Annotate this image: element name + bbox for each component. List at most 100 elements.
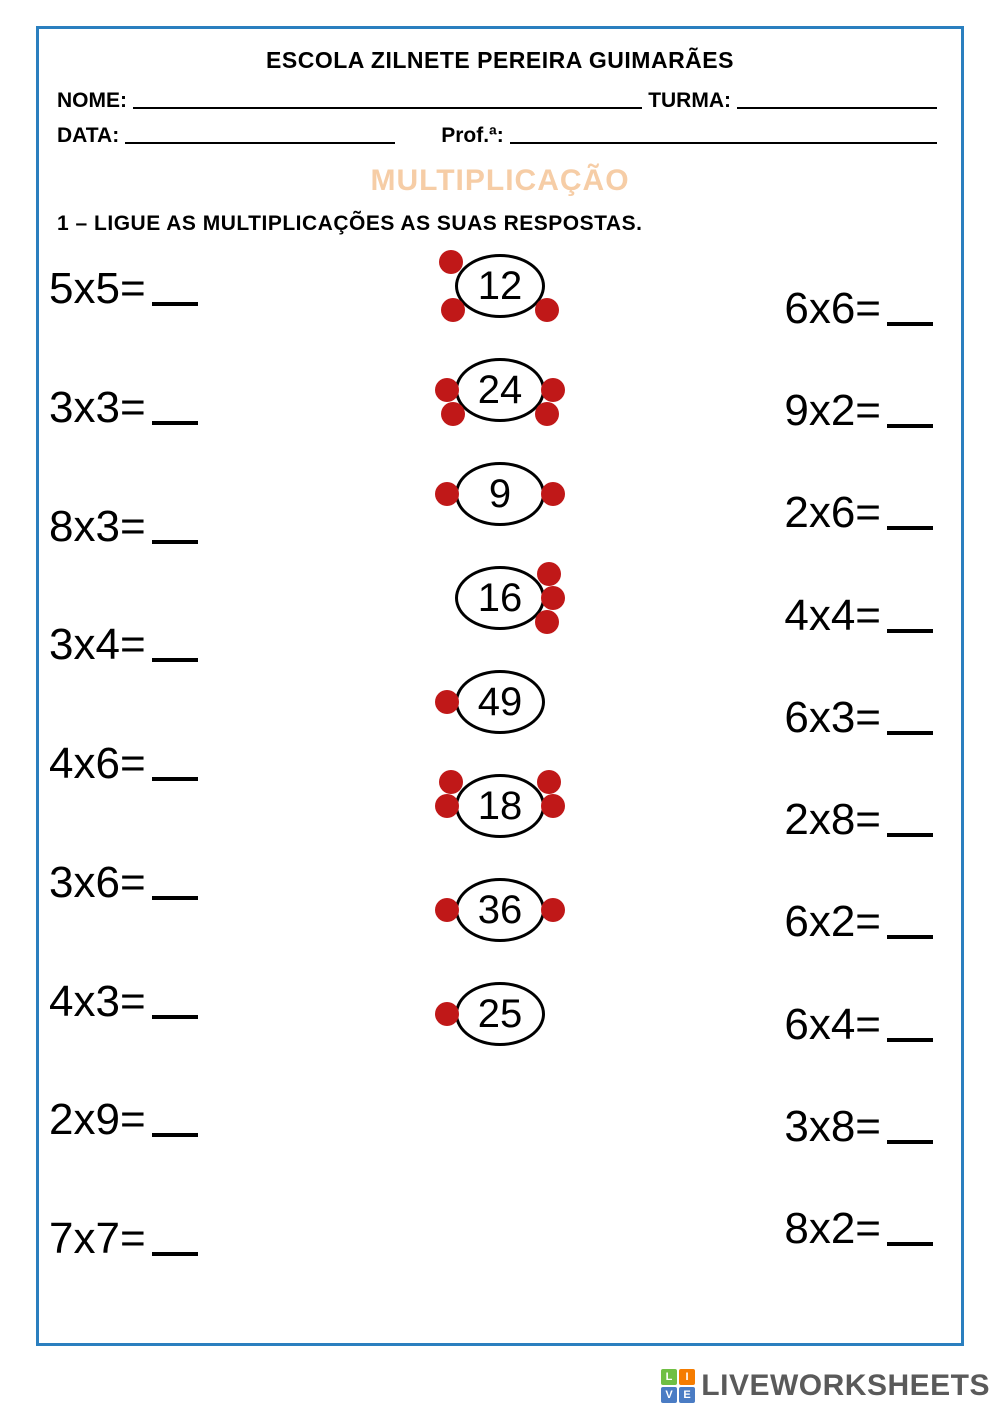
connector-dot[interactable]	[441, 298, 465, 322]
connector-dot[interactable]	[537, 562, 561, 586]
equation[interactable]: 2x6=	[784, 488, 933, 538]
equation[interactable]: 4x4=	[784, 591, 933, 641]
equation[interactable]: 4x6=	[49, 739, 198, 789]
connector-dot[interactable]	[537, 770, 561, 794]
equation[interactable]: 2x9=	[49, 1095, 198, 1145]
connector-dot[interactable]	[435, 1002, 459, 1026]
equation[interactable]: 6x4=	[784, 1000, 933, 1050]
connector-dot[interactable]	[541, 378, 565, 402]
equation-text: 7x7=	[49, 1214, 146, 1264]
equation-text: 8x3=	[49, 502, 146, 552]
connector-dot[interactable]	[435, 482, 459, 506]
connector-dot[interactable]	[435, 898, 459, 922]
connector-dot[interactable]	[541, 794, 565, 818]
answer-node[interactable]: 36	[455, 878, 545, 942]
answer-blank[interactable]	[887, 424, 933, 428]
worksheet-frame: ESCOLA ZILNETE PEREIRA GUIMARÃES NOME: T…	[36, 26, 964, 1346]
connector-dot[interactable]	[439, 770, 463, 794]
equation[interactable]: 8x2=	[784, 1204, 933, 1254]
equation[interactable]: 8x3=	[49, 502, 198, 552]
connector-dot[interactable]	[535, 610, 559, 634]
subject-title: MULTIPLICAÇÃO	[57, 164, 943, 198]
answer-blank[interactable]	[152, 540, 198, 544]
class-blank[interactable]	[737, 88, 937, 109]
equation[interactable]: 6x3=	[784, 693, 933, 743]
answer-node[interactable]: 16	[455, 566, 545, 630]
header-row-1: NOME: TURMA:	[57, 86, 943, 113]
answer-node[interactable]: 12	[455, 254, 545, 318]
connector-dot[interactable]	[541, 482, 565, 506]
date-blank[interactable]	[125, 123, 395, 144]
equation[interactable]: 3x6=	[49, 858, 198, 908]
answer-node[interactable]: 18	[455, 774, 545, 838]
answer-blank[interactable]	[887, 526, 933, 530]
answer-node[interactable]: 9	[455, 462, 545, 526]
instruction-text: 1 – LIGUE AS MULTIPLICAÇÕES AS SUAS RESP…	[57, 212, 943, 236]
name-blank[interactable]	[133, 88, 642, 109]
connector-dot[interactable]	[435, 378, 459, 402]
answer-blank[interactable]	[152, 1133, 198, 1137]
equation[interactable]: 4x3=	[49, 977, 198, 1027]
teacher-blank[interactable]	[510, 123, 937, 144]
answer-blank[interactable]	[152, 896, 198, 900]
equation[interactable]: 2x8=	[784, 795, 933, 845]
equation-text: 6x4=	[784, 1000, 881, 1050]
watermark-badge: LIVE	[661, 1369, 695, 1403]
equation-text: 2x9=	[49, 1095, 146, 1145]
answer-node[interactable]: 24	[455, 358, 545, 422]
equation-text: 9x2=	[784, 386, 881, 436]
watermark-text: LIVEWORKSHEETS	[701, 1369, 990, 1403]
answer-blank[interactable]	[152, 1252, 198, 1256]
badge-cell: V	[661, 1387, 677, 1403]
connector-dot[interactable]	[435, 690, 459, 714]
answer-blank[interactable]	[887, 322, 933, 326]
equation[interactable]: 9x2=	[784, 386, 933, 436]
equation[interactable]: 3x4=	[49, 620, 198, 670]
answer-oval: 25	[455, 982, 545, 1046]
equation[interactable]: 3x8=	[784, 1102, 933, 1152]
equation-text: 3x6=	[49, 858, 146, 908]
connector-dot[interactable]	[535, 402, 559, 426]
class-label: TURMA:	[648, 89, 731, 113]
answer-blank[interactable]	[152, 777, 198, 781]
answer-oval: 12	[455, 254, 545, 318]
answer-oval: 49	[455, 670, 545, 734]
school-title: ESCOLA ZILNETE PEREIRA GUIMARÃES	[57, 47, 943, 74]
answer-node[interactable]: 49	[455, 670, 545, 734]
badge-cell: L	[661, 1369, 677, 1385]
connector-dot[interactable]	[441, 402, 465, 426]
equation[interactable]: 6x6=	[784, 284, 933, 334]
badge-cell: E	[679, 1387, 695, 1403]
equation-text: 3x4=	[49, 620, 146, 670]
answer-blank[interactable]	[887, 629, 933, 633]
equation-text: 4x3=	[49, 977, 146, 1027]
left-equation-column: 5x5= 3x3= 8x3= 3x4= 4x6= 3x6= 4x3= 2x9= 7x7=	[49, 264, 198, 1264]
connector-dot[interactable]	[435, 794, 459, 818]
watermark: LIVE LIVEWORKSHEETS	[661, 1369, 990, 1403]
equation[interactable]: 3x3=	[49, 383, 198, 433]
answer-blank[interactable]	[152, 1015, 198, 1019]
answer-blank[interactable]	[887, 935, 933, 939]
equation-text: 3x3=	[49, 383, 146, 433]
answer-blank[interactable]	[887, 1242, 933, 1246]
connector-dot[interactable]	[439, 250, 463, 274]
answer-node[interactable]: 25	[455, 982, 545, 1046]
equation-text: 6x2=	[784, 897, 881, 947]
connector-dot[interactable]	[535, 298, 559, 322]
answer-blank[interactable]	[887, 731, 933, 735]
header-row-2: DATA: Prof.ª:	[57, 121, 943, 148]
answer-blank[interactable]	[152, 421, 198, 425]
answer-blank[interactable]	[887, 1038, 933, 1042]
answer-oval: 24	[455, 358, 545, 422]
connector-dot[interactable]	[541, 586, 565, 610]
answer-blank[interactable]	[152, 658, 198, 662]
equation[interactable]: 6x2=	[784, 897, 933, 947]
answer-blank[interactable]	[887, 833, 933, 837]
equation[interactable]: 5x5=	[49, 264, 198, 314]
connector-dot[interactable]	[541, 898, 565, 922]
equation-text: 8x2=	[784, 1204, 881, 1254]
answer-blank[interactable]	[887, 1140, 933, 1144]
answer-oval: 18	[455, 774, 545, 838]
equation[interactable]: 7x7=	[49, 1214, 198, 1264]
answer-blank[interactable]	[152, 302, 198, 306]
